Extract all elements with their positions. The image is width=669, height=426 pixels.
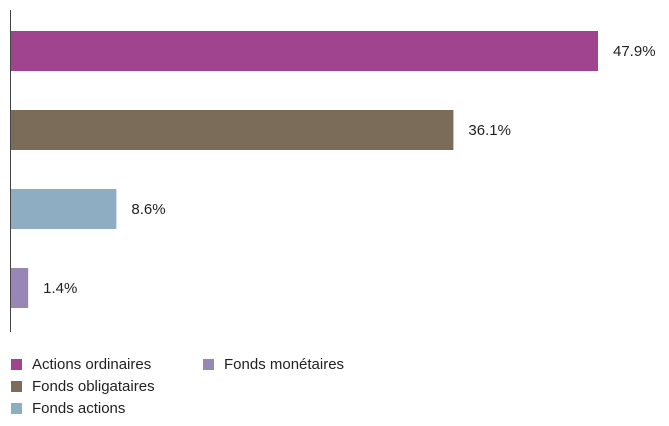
legend-label: Fonds monétaires <box>224 356 345 373</box>
legend-item-actions-ordinaires: Actions ordinaires <box>11 356 151 373</box>
legend-swatch <box>203 359 214 370</box>
bar-fonds-obligataires <box>11 110 454 150</box>
bar-fonds-mon-taires <box>11 268 29 308</box>
bar-actions-ordinaires <box>11 31 598 71</box>
bar-value-label: 8.6% <box>131 201 165 218</box>
legend-swatch <box>11 381 22 392</box>
bar-value-label: 36.1% <box>468 122 511 139</box>
bar-chart: 47.9% 36.1% 8.6% 1.4% <box>10 10 656 332</box>
bar-value-label: 47.9% <box>613 43 656 60</box>
bar-fonds-actions <box>11 189 117 229</box>
legend-label: Actions ordinaires <box>32 356 152 373</box>
bar-value-label: 1.4% <box>43 280 77 297</box>
legend-item-fonds-obligataires: Fonds obligataires <box>11 378 155 395</box>
legend-label: Fonds actions <box>32 400 126 417</box>
legend-label: Fonds obligataires <box>32 378 155 395</box>
legend-swatch <box>11 403 22 414</box>
legend-item-fonds-monetaires: Fonds monétaires <box>203 356 344 373</box>
legend-swatch <box>11 359 22 370</box>
legend-item-fonds-actions: Fonds actions <box>11 400 125 417</box>
